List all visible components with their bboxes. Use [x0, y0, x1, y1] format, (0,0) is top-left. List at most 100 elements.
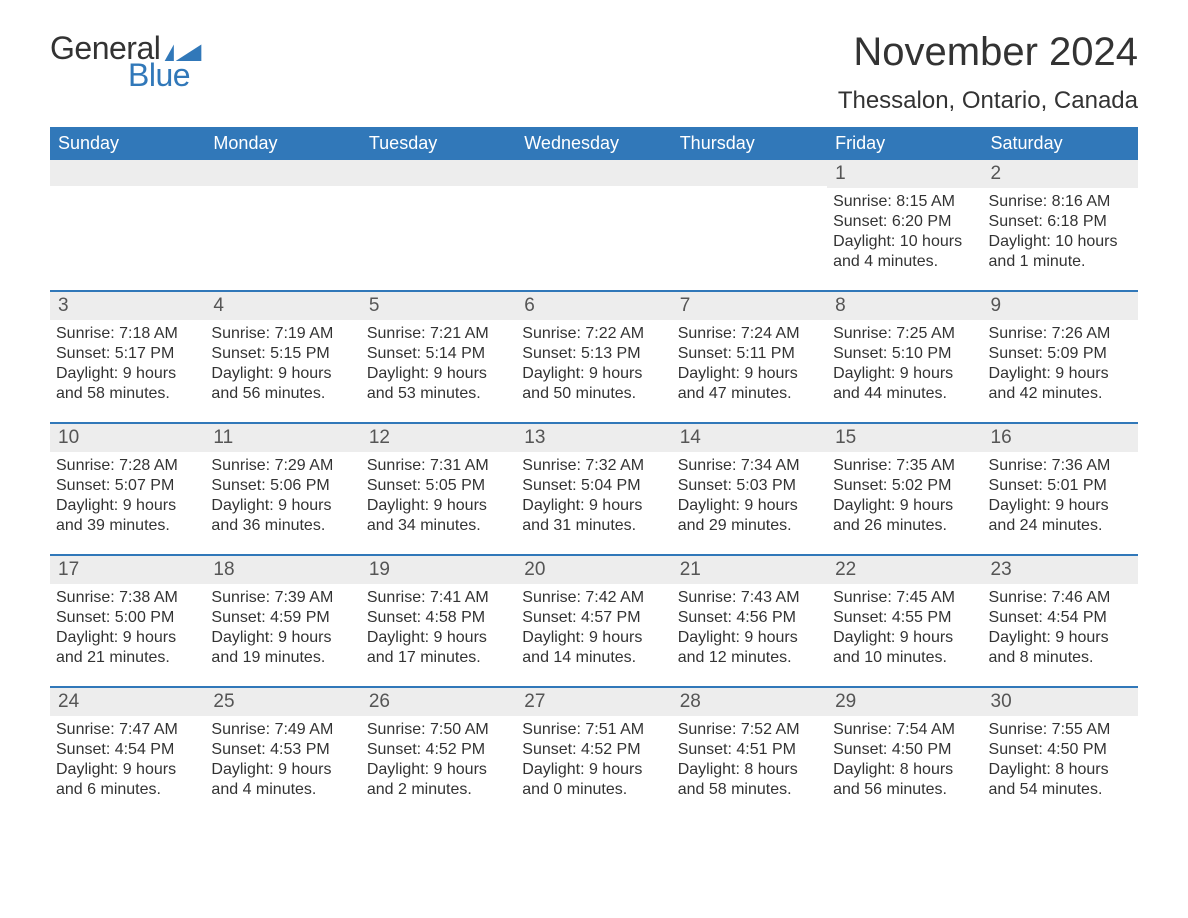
daylight-line-1: Daylight: 8 hours — [678, 760, 821, 780]
month-title: November 2024 — [838, 30, 1138, 75]
day-number-strip: 24 — [50, 688, 205, 716]
daylight-line-1: Daylight: 9 hours — [56, 496, 199, 516]
sunset-line: Sunset: 4:52 PM — [367, 740, 510, 760]
daylight-line-1: Daylight: 9 hours — [211, 364, 354, 384]
daylight-line-1: Daylight: 9 hours — [367, 760, 510, 780]
day-cell: 30 Sunrise: 7:55 AMSunset: 4:50 PMDayligh… — [983, 688, 1138, 818]
day-number-strip: 11 — [205, 424, 360, 452]
sunrise-line: Sunrise: 7:25 AM — [833, 324, 976, 344]
sunrise-line: Sunrise: 8:15 AM — [833, 192, 976, 212]
daylight-line-2: and 6 minutes. — [56, 780, 199, 800]
day-number-strip: 15 — [827, 424, 982, 452]
day-cell: 10Sunrise: 7:28 AMSunset: 5:07 PMDayligh… — [50, 424, 205, 554]
header: General Blue November 2024 Thessalon, On… — [50, 30, 1138, 115]
sunset-line: Sunset: 5:11 PM — [678, 344, 821, 364]
day-number-strip: 14 — [672, 424, 827, 452]
day-number-strip — [516, 160, 671, 186]
daylight-line-2: and 1 minute. — [989, 252, 1132, 272]
sunrise-line: Sunrise: 7:32 AM — [522, 456, 665, 476]
daylight-line-2: and 53 minutes. — [367, 384, 510, 404]
day-number-strip: 23 — [983, 556, 1138, 584]
day-number-strip: 30 — [983, 688, 1138, 716]
sunrise-line: Sunrise: 7:34 AM — [678, 456, 821, 476]
day-cell: 12Sunrise: 7:31 AMSunset: 5:05 PMDayligh… — [361, 424, 516, 554]
day-number-strip: 12 — [361, 424, 516, 452]
day-cell: 17Sunrise: 7:38 AMSunset: 5:00 PMDayligh… — [50, 556, 205, 686]
daylight-line-2: and 54 minutes. — [989, 780, 1132, 800]
sunrise-line: Sunrise: 7:51 AM — [522, 720, 665, 740]
sunset-line: Sunset: 5:13 PM — [522, 344, 665, 364]
day-cell: 27Sunrise: 7:51 AMSunset: 4:52 PMDayligh… — [516, 688, 671, 818]
daylight-line-1: Daylight: 9 hours — [678, 628, 821, 648]
sunrise-line: Sunrise: 7:18 AM — [56, 324, 199, 344]
daylight-line-2: and 26 minutes. — [833, 516, 976, 536]
daylight-line-2: and 47 minutes. — [678, 384, 821, 404]
daylight-line-1: Daylight: 9 hours — [367, 496, 510, 516]
day-number-strip: 8 — [827, 292, 982, 320]
dow-cell: Friday — [827, 127, 982, 160]
daylight-line-1: Daylight: 10 hours — [989, 232, 1132, 252]
daylight-line-1: Daylight: 9 hours — [989, 496, 1132, 516]
day-cell: 14Sunrise: 7:34 AMSunset: 5:03 PMDayligh… — [672, 424, 827, 554]
sunrise-line: Sunrise: 7:31 AM — [367, 456, 510, 476]
daylight-line-2: and 44 minutes. — [833, 384, 976, 404]
day-number-strip: 5 — [361, 292, 516, 320]
day-cell: 15Sunrise: 7:35 AMSunset: 5:02 PMDayligh… — [827, 424, 982, 554]
day-cell: 26 Sunrise: 7:50 AMSunset: 4:52 PMDayligh… — [361, 688, 516, 818]
week-row: 17Sunrise: 7:38 AMSunset: 5:00 PMDayligh… — [50, 554, 1138, 686]
day-cell: 13Sunrise: 7:32 AMSunset: 5:04 PMDayligh… — [516, 424, 671, 554]
day-number-strip: 7 — [672, 292, 827, 320]
daylight-line-1: Daylight: 9 hours — [678, 364, 821, 384]
daylight-line-1: Daylight: 9 hours — [833, 364, 976, 384]
day-cell: 4Sunrise: 7:19 AMSunset: 5:15 PMDaylight… — [205, 292, 360, 422]
day-of-week-header: SundayMondayTuesdayWednesdayThursdayFrid… — [50, 127, 1138, 160]
daylight-line-2: and 56 minutes. — [833, 780, 976, 800]
sunset-line: Sunset: 4:50 PM — [989, 740, 1132, 760]
sunrise-line: Sunrise: 8:16 AM — [989, 192, 1132, 212]
week-row: 1Sunrise: 8:15 AMSunset: 6:20 PMDaylight… — [50, 160, 1138, 290]
daylight-line-1: Daylight: 9 hours — [367, 628, 510, 648]
dow-cell: Wednesday — [516, 127, 671, 160]
sunrise-line: Sunrise: 7:55 AM — [989, 720, 1132, 740]
sunrise-line: Sunrise: 7:21 AM — [367, 324, 510, 344]
day-cell: 24Sunrise: 7:47 AMSunset: 4:54 PMDayligh… — [50, 688, 205, 818]
day-cell: 5Sunrise: 7:21 AMSunset: 5:14 PMDaylight… — [361, 292, 516, 422]
day-cell — [516, 160, 671, 290]
day-number-strip — [672, 160, 827, 186]
sunrise-line: Sunrise: 7:52 AM — [678, 720, 821, 740]
sunset-line: Sunset: 5:03 PM — [678, 476, 821, 496]
sunrise-line: Sunrise: 7:26 AM — [989, 324, 1132, 344]
day-number-strip: 6 — [516, 292, 671, 320]
sunrise-line: Sunrise: 7:35 AM — [833, 456, 976, 476]
sunrise-line: Sunrise: 7:49 AM — [211, 720, 354, 740]
sunrise-line: Sunrise: 7:24 AM — [678, 324, 821, 344]
day-number-strip: 1 — [827, 160, 982, 188]
day-cell: 6Sunrise: 7:22 AMSunset: 5:13 PMDaylight… — [516, 292, 671, 422]
daylight-line-1: Daylight: 8 hours — [989, 760, 1132, 780]
day-cell: 3Sunrise: 7:18 AMSunset: 5:17 PMDaylight… — [50, 292, 205, 422]
sunset-line: Sunset: 5:00 PM — [56, 608, 199, 628]
sunset-line: Sunset: 4:56 PM — [678, 608, 821, 628]
day-number-strip: 19 — [361, 556, 516, 584]
day-number-strip: 26 — [361, 688, 516, 716]
sunrise-line: Sunrise: 7:28 AM — [56, 456, 199, 476]
sunset-line: Sunset: 5:10 PM — [833, 344, 976, 364]
daylight-line-1: Daylight: 9 hours — [522, 496, 665, 516]
day-number-strip: 29 — [827, 688, 982, 716]
sunrise-line: Sunrise: 7:36 AM — [989, 456, 1132, 476]
day-cell: 9Sunrise: 7:26 AMSunset: 5:09 PMDaylight… — [983, 292, 1138, 422]
day-cell: 7 Sunrise: 7:24 AMSunset: 5:11 PMDaylight… — [672, 292, 827, 422]
day-number-strip: 18 — [205, 556, 360, 584]
sunset-line: Sunset: 4:53 PM — [211, 740, 354, 760]
sunset-line: Sunset: 5:15 PM — [211, 344, 354, 364]
day-cell: 2Sunrise: 8:16 AMSunset: 6:18 PMDaylight… — [983, 160, 1138, 290]
sunrise-line: Sunrise: 7:50 AM — [367, 720, 510, 740]
day-number-strip: 20 — [516, 556, 671, 584]
day-cell: 1Sunrise: 8:15 AMSunset: 6:20 PMDaylight… — [827, 160, 982, 290]
weeks-container: 1Sunrise: 8:15 AMSunset: 6:20 PMDaylight… — [50, 160, 1138, 818]
day-number-strip: 21 — [672, 556, 827, 584]
sunset-line: Sunset: 6:18 PM — [989, 212, 1132, 232]
day-number-strip: 28 — [672, 688, 827, 716]
daylight-line-2: and 14 minutes. — [522, 648, 665, 668]
daylight-line-2: and 10 minutes. — [833, 648, 976, 668]
